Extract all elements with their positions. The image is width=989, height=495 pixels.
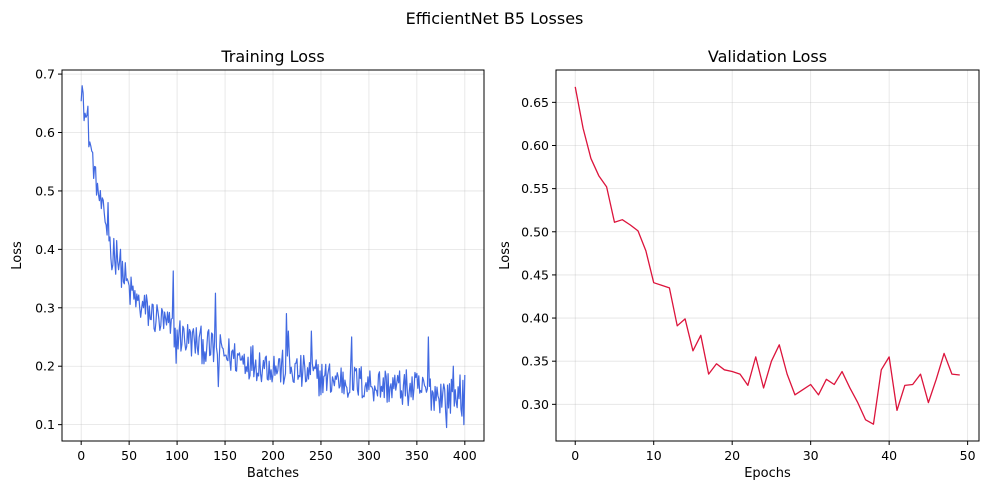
training-x-tick-label: 200: [261, 448, 285, 463]
training-grid: [62, 70, 484, 441]
validation-loss-line: [574, 86, 960, 425]
validation-y-tick-label: 0.45: [521, 267, 549, 282]
validation-x-tick-label: 30: [803, 448, 819, 463]
training-y-tick-label: 0.5: [35, 183, 55, 198]
validation-x-tick-label: 20: [724, 448, 740, 463]
validation-axes-frame: [555, 69, 980, 442]
validation-x-tick-label: 10: [646, 448, 662, 463]
validation-y-tick-label: 0.35: [521, 354, 549, 369]
validation-panel-title: Validation Loss: [708, 47, 827, 66]
training-loss-panel: 0 50 100 150 200 250 300 350 400 0.1 0.2 0.3 0.4 0.5 0…: [10, 47, 485, 481]
training-x-tick-label: 350: [405, 448, 429, 463]
training-x-tick-label: 300: [357, 448, 381, 463]
validation-y-tick-label: 0.30: [521, 397, 549, 412]
validation-y-tick-label: 0.60: [521, 138, 549, 153]
training-y-tick-label: 0.2: [35, 359, 55, 374]
training-y-tick-label: 0.6: [35, 125, 55, 140]
validation-y-tick-label: 0.65: [521, 95, 549, 110]
training-x-tick-label: 0: [77, 448, 85, 463]
training-x-tick-label: 50: [121, 448, 137, 463]
training-y-tick-label: 0.4: [35, 242, 55, 257]
training-y-tick-label: 0.7: [35, 67, 55, 82]
validation-y-tick-label: 0.55: [521, 181, 549, 196]
validation-y-tick-label: 0.40: [521, 311, 549, 326]
training-y-axis-label: Loss: [10, 241, 25, 270]
validation-y-axis-label: Loss: [498, 241, 513, 270]
training-loss-line: [80, 85, 466, 429]
validation-x-tick-label: 50: [960, 448, 976, 463]
training-panel-title: Training Loss: [220, 47, 324, 66]
figure-title: EfficientNet B5 Losses: [406, 9, 584, 28]
training-y-tick-label: 0.1: [35, 417, 55, 432]
validation-x-axis-label: Epochs: [744, 466, 791, 481]
validation-y-tick-label: 0.50: [521, 224, 549, 239]
validation-grid: [556, 70, 979, 441]
validation-loss-panel: 0 10 20 30 40 50 0.30 0.35 0.40 0.45 0.50 0.55 0.60 0…: [498, 47, 980, 481]
validation-x-tick-label: 0: [571, 448, 579, 463]
training-x-axis-label: Batches: [247, 466, 299, 481]
training-x-tick-label: 100: [165, 448, 189, 463]
training-x-tick-label: 400: [453, 448, 477, 463]
training-y-tick-label: 0.3: [35, 300, 55, 315]
training-x-tick-label: 250: [309, 448, 333, 463]
training-x-tick-label: 150: [213, 448, 237, 463]
validation-x-tick-label: 40: [881, 448, 897, 463]
